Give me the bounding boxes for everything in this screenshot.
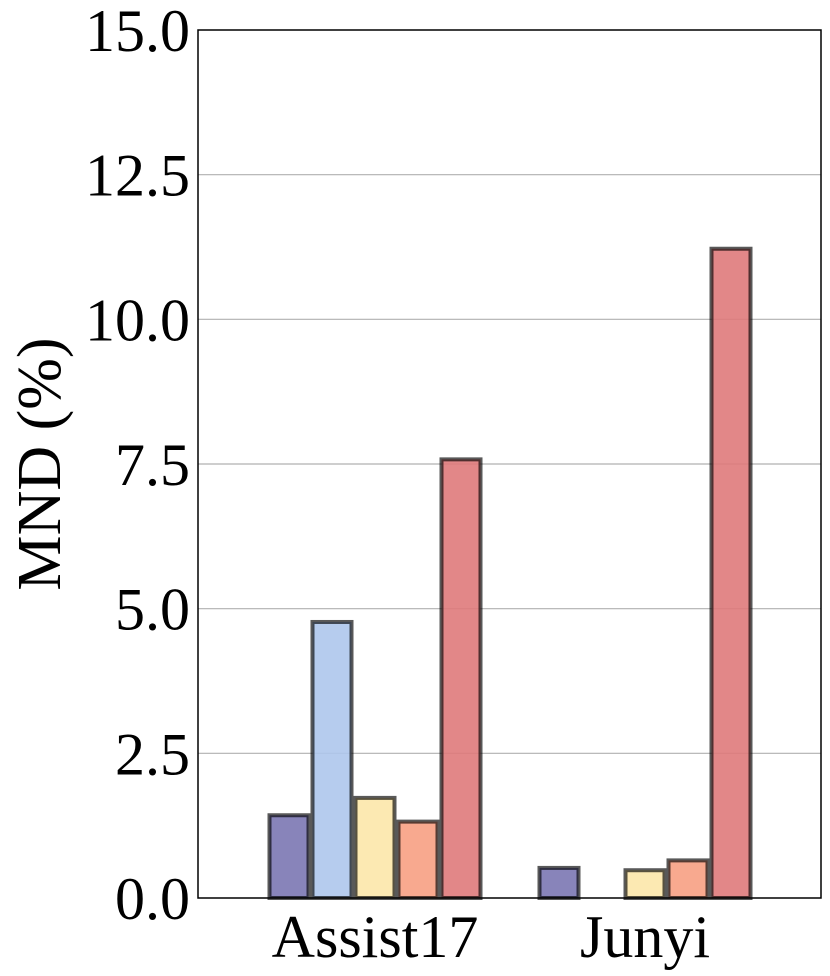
plot-frame <box>197 29 822 899</box>
y-tick-label: 10.0 <box>85 287 190 353</box>
x-tick-label: Assist17 <box>272 904 479 970</box>
y-tick-label: 0.0 <box>115 866 190 932</box>
y-tick-label: 5.0 <box>115 577 190 643</box>
y-tick-label: 7.5 <box>115 432 190 498</box>
bar-assist17-2 <box>310 619 354 900</box>
bar-junyi-1 <box>537 865 581 901</box>
x-tick-label: Junyi <box>580 904 710 970</box>
y-tick-label: 12.5 <box>85 143 190 209</box>
bar-assist17-4 <box>396 819 440 901</box>
y-tick-label: 2.5 <box>115 721 190 787</box>
bar-junyi-3 <box>623 868 667 900</box>
bar-junyi-4 <box>666 858 710 900</box>
bar-assist17-1 <box>267 813 311 901</box>
y-axis-title: MND (%) <box>6 337 74 590</box>
y-tick-labels: 0.0 2.5 5.0 7.5 10.0 12.5 15.0 <box>85 0 190 932</box>
bar-junyi-5 <box>709 246 753 900</box>
bars <box>267 246 753 901</box>
y-tick-label: 15.0 <box>85 0 190 64</box>
x-tick-labels: Assist17 Junyi <box>272 904 710 970</box>
bar-assist17-5 <box>439 457 483 900</box>
bar-assist17-3 <box>353 795 397 901</box>
